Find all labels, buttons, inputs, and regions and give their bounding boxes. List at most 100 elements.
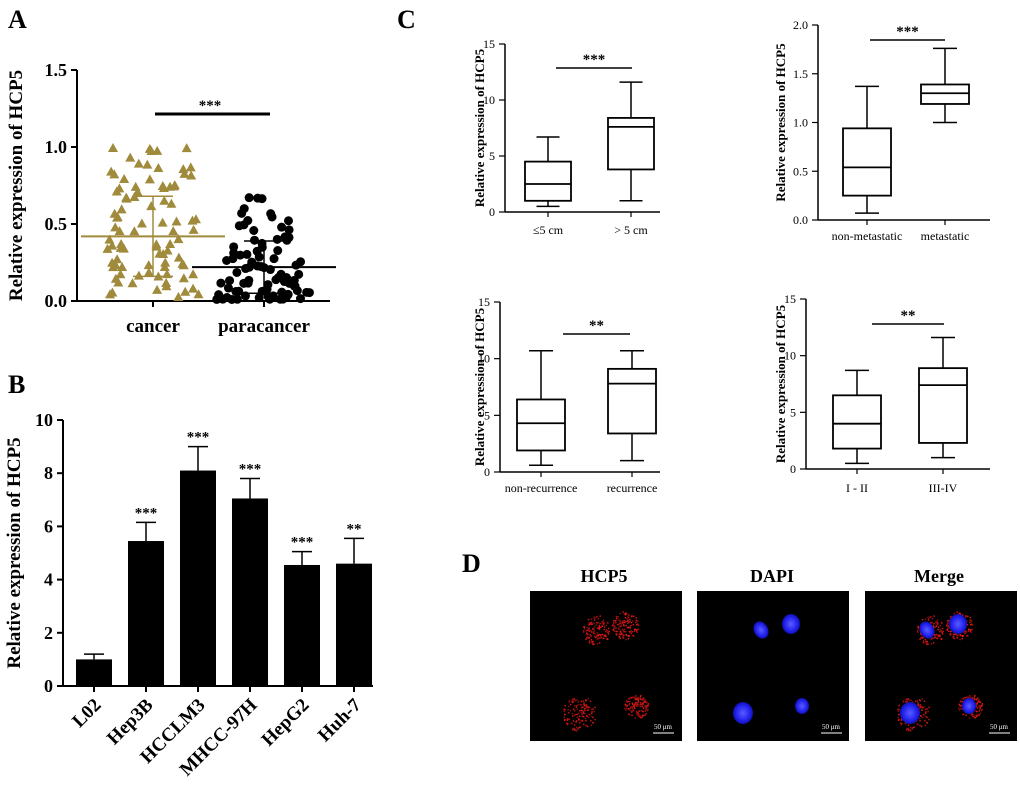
data-point [257, 242, 267, 252]
red-signal-speck [641, 698, 644, 700]
box [607, 117, 655, 171]
data-point [223, 283, 233, 293]
red-signal-speck [981, 703, 984, 705]
image-title-hcp5: HCP5 [581, 566, 628, 586]
red-signal-speck [965, 631, 967, 633]
red-signal-speck [957, 634, 959, 637]
data-point [180, 286, 191, 296]
red-signal-speck [613, 622, 615, 625]
red-signal-speck [962, 698, 965, 700]
red-signal-speck [947, 627, 950, 630]
red-signal-speck [911, 701, 914, 703]
red-signal-speck [628, 713, 631, 716]
red-signal-speck [936, 637, 939, 640]
red-signal-speck [969, 630, 972, 632]
red-signal-speck [958, 709, 961, 711]
red-signal-speck [627, 637, 630, 640]
red-signal-speck [970, 623, 972, 626]
red-signal-speck [581, 720, 584, 722]
data-point [266, 209, 276, 219]
red-signal-speck [574, 705, 576, 707]
red-signal-speck [960, 704, 963, 707]
data-point [157, 217, 168, 227]
red-signal-speck [644, 701, 646, 703]
data-point [146, 201, 157, 211]
red-signal-speck [622, 629, 625, 632]
red-signal-speck [906, 699, 909, 701]
red-signal-speck [573, 727, 575, 730]
red-signal-speck [909, 729, 911, 731]
red-signal-speck [940, 630, 943, 632]
red-signal-speck [615, 627, 617, 629]
red-signal-speck [580, 711, 582, 713]
red-signal-speck [564, 713, 566, 716]
red-signal-speck [975, 703, 977, 705]
data-point [263, 292, 273, 302]
red-signal-speck [577, 728, 579, 730]
red-signal-speck [621, 632, 623, 634]
red-signal-speck [576, 699, 578, 701]
red-signal-speck [905, 701, 907, 704]
red-signal-speck [950, 616, 953, 618]
data-point [173, 234, 184, 244]
x-tick-label: > 5 cm [614, 223, 648, 237]
red-signal-speck [919, 699, 921, 702]
red-signal-speck [572, 699, 575, 701]
red-signal-speck [575, 730, 578, 732]
red-signal-speck [978, 710, 980, 712]
red-signal-speck [979, 705, 981, 707]
red-signal-speck [579, 726, 581, 728]
red-signal-speck [583, 715, 585, 718]
red-signal-speck [606, 630, 609, 632]
red-signal-speck [624, 630, 627, 633]
red-signal-speck [917, 701, 919, 704]
significance-label: ** [589, 318, 604, 334]
red-signal-speck [631, 631, 633, 633]
red-signal-speck [967, 630, 970, 632]
red-signal-speck [978, 699, 980, 701]
red-signal-speck [628, 704, 631, 706]
y-tick-label: 2 [44, 623, 53, 643]
red-signal-speck [615, 619, 618, 622]
red-signal-speck [902, 700, 904, 702]
red-signal-speck [639, 706, 641, 708]
y-tick-label: 1.0 [45, 137, 68, 157]
red-signal-speck [567, 709, 569, 711]
red-signal-speck [582, 706, 584, 708]
red-signal-speck [976, 706, 979, 709]
data-point [283, 216, 293, 226]
red-signal-speck [590, 635, 593, 637]
red-signal-speck [611, 624, 614, 627]
red-signal-speck [582, 630, 585, 632]
data-point [107, 240, 118, 250]
y-tick-label: 10 [478, 352, 490, 366]
significance-label: *** [291, 535, 314, 551]
data-point [112, 212, 123, 222]
red-signal-speck [977, 701, 979, 703]
red-signal-speck [643, 701, 645, 703]
red-signal-speck [635, 701, 637, 704]
red-signal-speck [956, 636, 958, 638]
red-signal-speck [630, 630, 632, 632]
red-signal-speck [585, 707, 587, 709]
bar [180, 470, 216, 686]
data-point [178, 260, 189, 270]
red-signal-speck [635, 705, 638, 707]
red-signal-speck [599, 637, 601, 639]
bar [232, 498, 268, 686]
data-point [295, 294, 305, 304]
red-signal-speck [631, 706, 633, 709]
data-point [162, 245, 173, 255]
data-point [190, 214, 201, 224]
red-signal-speck [645, 706, 647, 709]
red-signal-speck [629, 696, 631, 699]
red-signal-speck [637, 628, 639, 631]
red-signal-speck [969, 697, 972, 699]
red-signal-speck [935, 621, 937, 623]
red-signal-speck [953, 637, 955, 640]
red-signal-speck [624, 703, 626, 706]
red-signal-speck [925, 715, 927, 718]
data-point [118, 243, 129, 253]
data-point [283, 289, 293, 299]
red-signal-speck [593, 635, 596, 637]
